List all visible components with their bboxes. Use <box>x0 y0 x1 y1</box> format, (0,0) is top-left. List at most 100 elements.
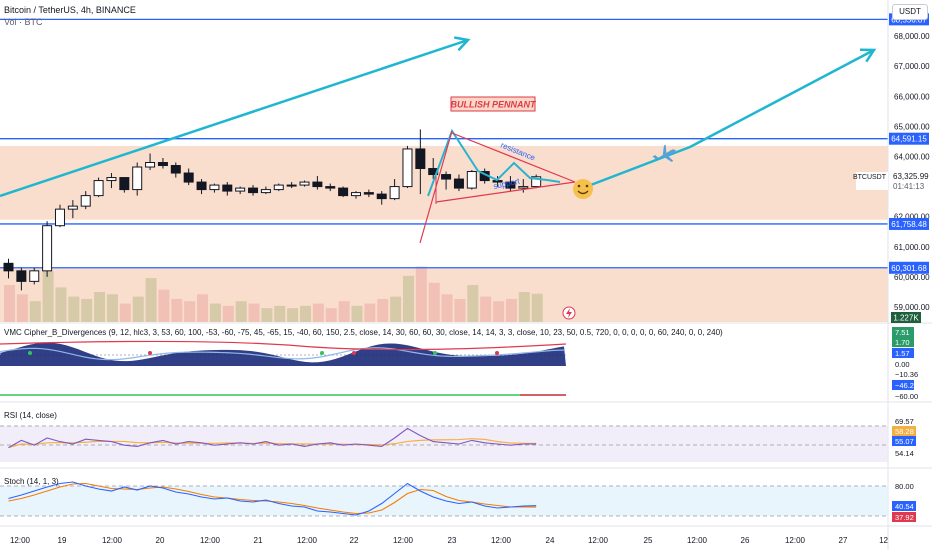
candle-body <box>350 192 361 197</box>
candle-body <box>531 176 542 188</box>
rsi-line <box>8 427 537 449</box>
vmc-value-label: 1.57 <box>895 349 910 358</box>
vmc-value-label: 0.00 <box>895 360 910 369</box>
arrow-head <box>454 36 471 52</box>
candle-body <box>119 177 130 191</box>
time-tick-label: 21 <box>254 536 263 545</box>
lightning-icon[interactable] <box>562 306 576 320</box>
volume-bar <box>197 294 209 322</box>
volume-bar <box>248 303 260 322</box>
volume-bars <box>4 266 543 322</box>
pennant-zigzag <box>427 128 561 197</box>
price-tick-label: 68,000.00 <box>894 32 930 41</box>
vmc-signal-dot <box>433 351 437 355</box>
horizontal-levels[interactable] <box>0 18 888 269</box>
symbol-title[interactable]: Bitcoin / TetherUS, 4h, BINANCE <box>4 5 136 15</box>
rsi-title[interactable]: RSI (14, close) <box>4 411 57 420</box>
rsi-band <box>0 426 888 462</box>
price-tick-label: 60,000.00 <box>894 273 930 282</box>
vmc-value-label: 1.70 <box>895 338 910 347</box>
vmc-value-label: −46.24 <box>895 381 918 390</box>
time-tick-label: 12:00 <box>588 536 609 545</box>
price-axis[interactable]: 68,000.00 67,000.00 66,000.00 65,000.00 64,0… <box>889 13 930 312</box>
pattern-label-box[interactable]: BULLISH PENNANT <box>450 96 538 112</box>
vmc-indicator: 7.511.70 1.57 0.00−10.36 −46.24 −60.00 <box>0 327 918 401</box>
volume-bar <box>402 275 414 322</box>
time-axis[interactable]: 12:00 19 12:00 20 12:00 21 12:00 22 12:00 23 12:00… <box>10 536 889 545</box>
candle-body <box>299 181 310 186</box>
candle-body <box>466 171 477 189</box>
price-tick-label: 62,000.00 <box>894 213 930 222</box>
volume-bar <box>312 303 324 322</box>
candle-body <box>248 187 259 194</box>
last-price-badge: 63,325.99 01:41:13 <box>893 172 929 191</box>
candle-body <box>338 187 349 197</box>
volume-bar <box>261 308 273 322</box>
volume-bar <box>351 305 363 322</box>
stoch-value-badge <box>892 501 916 511</box>
rsi-value-label: 69.57 <box>895 417 914 426</box>
projection-arrows[interactable] <box>0 36 877 198</box>
candle-body <box>505 181 516 189</box>
volume-bar <box>222 305 234 322</box>
currency-button[interactable]: USDT <box>892 4 928 20</box>
last-price-label: 63,325.99 <box>893 172 929 181</box>
volume-title[interactable]: Vol · BTC <box>4 17 43 27</box>
volume-badge-label: 1.227K <box>893 314 919 323</box>
volume-bar <box>132 296 144 322</box>
projection-arrow-line[interactable] <box>689 48 875 149</box>
candle-body <box>402 148 413 188</box>
candle-body <box>3 262 14 272</box>
rsi-value-label: 58.28 <box>895 427 914 436</box>
candle-body <box>29 270 40 282</box>
time-tick-label: 12:00 <box>200 536 221 545</box>
candle-body <box>235 187 246 192</box>
volume-bar <box>119 303 131 322</box>
time-tick-label: 25 <box>644 536 653 545</box>
vmc-signal-dot <box>352 351 356 355</box>
volume-bar <box>29 301 41 322</box>
candle-body <box>415 148 426 170</box>
price-tick-label: 66,000.00 <box>894 92 930 101</box>
vmc-light-wave <box>0 347 565 361</box>
candle-body <box>260 189 271 194</box>
candle-body <box>106 177 117 182</box>
stoch-title[interactable]: Stoch (14, 1, 3) <box>4 477 59 486</box>
candle-body <box>93 180 104 197</box>
volume-bar <box>454 298 466 322</box>
price-label-badge <box>889 217 929 230</box>
vmc-value-label: −10.36 <box>895 370 918 379</box>
projection-arrow-line[interactable] <box>0 38 469 198</box>
candle-body <box>518 186 529 189</box>
volume-bar <box>364 303 376 322</box>
time-tick-label: 23 <box>448 536 457 545</box>
candle-body <box>42 225 53 272</box>
rsi-value-label: 54.14 <box>895 449 914 458</box>
pennant-resistance-line <box>451 132 576 183</box>
vmc-title[interactable]: VMC Cipher_B_Divergences (9, 12, hlc3, 3… <box>4 328 723 337</box>
vmc-wave-fill <box>0 342 566 366</box>
candle-body <box>325 186 336 189</box>
volume-bar <box>493 301 505 322</box>
vmc-signal-dot <box>320 351 324 355</box>
candle-body <box>453 178 464 189</box>
time-tick-label: 12:00 <box>393 536 414 545</box>
vmc-money-flow-line <box>0 340 567 351</box>
price-tick-label: 61,000.00 <box>894 243 930 252</box>
volume-bar <box>94 292 106 322</box>
volume-bar <box>377 298 389 322</box>
time-tick-label: 22 <box>350 536 359 545</box>
price-label-text: 61,758.48 <box>891 220 927 229</box>
rsi-value-label: 55.07 <box>895 437 914 446</box>
price-label-badge <box>889 132 929 145</box>
time-tick-label: 12:00 <box>297 536 318 545</box>
volume-bar <box>287 308 299 322</box>
pennant-support-line <box>435 181 576 203</box>
price-tick-label: 65,000.00 <box>894 122 930 131</box>
projection-arrow-line[interactable] <box>574 145 691 193</box>
time-tick-label: 19 <box>58 536 67 545</box>
volume-bar <box>467 285 479 322</box>
time-tick-label: 24 <box>546 536 555 545</box>
